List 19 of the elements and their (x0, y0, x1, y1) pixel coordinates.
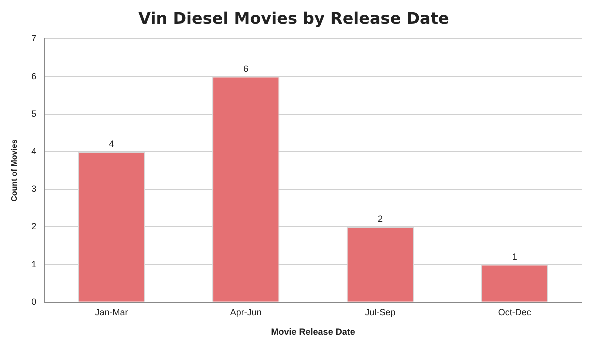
y-axis-title: Count of Movies (10, 139, 20, 202)
x-axis-title: Movie Release Date (271, 327, 356, 338)
y-tick-label: 6 (32, 71, 37, 82)
y-tick-label: 7 (32, 34, 37, 44)
y-tick-label: 5 (32, 108, 37, 119)
data-label: 6 (244, 64, 249, 74)
data-label: 4 (109, 138, 114, 149)
chart-title: Vin Diesel Movies by Release Date (138, 8, 450, 28)
y-tick-label: 0 (32, 296, 37, 307)
y-tick-label: 1 (32, 259, 37, 270)
y-tick-label: 3 (32, 184, 37, 194)
x-tick-label: Jan-Mar (95, 307, 128, 318)
y-tick-label: 2 (32, 222, 37, 232)
data-label: 1 (512, 252, 518, 262)
x-tick-label: Jul-Sep (365, 307, 396, 318)
y-tick-label: 4 (32, 146, 37, 156)
x-tick-label: Apr-Jun (230, 307, 262, 318)
data-label: 2 (378, 214, 383, 224)
x-tick-label: Oct-Dec (498, 307, 532, 318)
